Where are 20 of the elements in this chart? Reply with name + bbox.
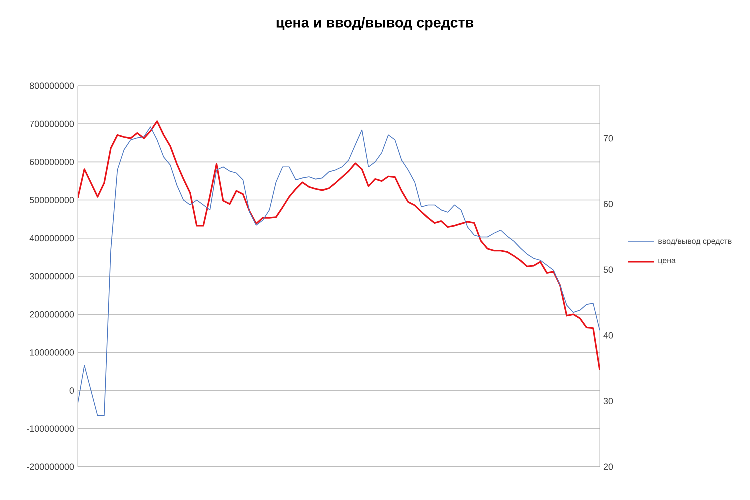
chart-title: цена и ввод/вывод средств [276,17,474,31]
y-tick-label: 200000000 [30,311,74,318]
y2-tick-label: 70 [604,135,614,142]
line-series [78,120,600,372]
y-tick-label: 500000000 [30,197,74,204]
y2-tick-label: 50 [604,266,614,274]
y-tick-label: 100000000 [30,350,74,356]
y-tick-label: 700000000 [30,120,74,128]
y-tick-label: 400000000 [30,235,74,242]
y-tick-label: 300000000 [30,273,74,280]
y-tick-label: -200000000 [27,464,74,470]
line-series [78,126,600,416]
y-tick-label: -100000000 [27,426,74,432]
y-tick-label: 600000000 [30,159,74,166]
y2-tick-label: 60 [604,201,614,208]
y2-tick-label: 40 [604,332,614,339]
y-tick-label: 0 [70,388,74,394]
y-tick-label: 800000000 [30,82,74,90]
y2-tick-label: 20 [604,464,614,470]
y2-tick-label: 30 [604,398,614,404]
